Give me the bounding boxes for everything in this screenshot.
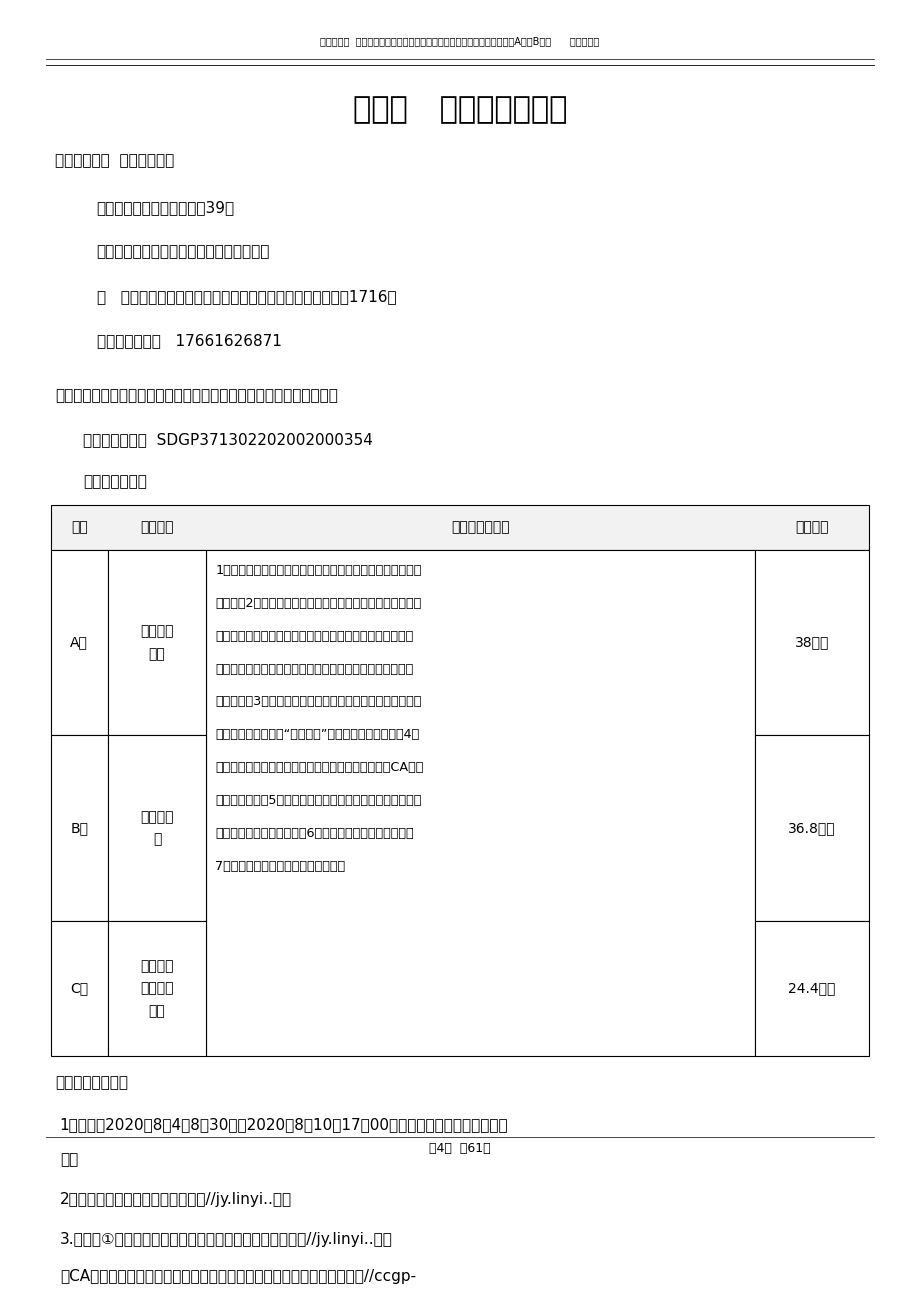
Text: B包: B包 bbox=[70, 821, 88, 835]
Text: 包号: 包号 bbox=[71, 520, 87, 535]
Text: 有依法缴纳税收和社会保障资金的良好记录，需具有有效的: 有依法缴纳税收和社会保障资金的良好记录，需具有有效的 bbox=[215, 662, 414, 675]
Text: 1、时间：2020年8月4日8时30分至2020年8月10日17时00分（北京时间，法定节假日除: 1、时间：2020年8月4日8时30分至2020年8月10日17时00分（北京时… bbox=[60, 1118, 508, 1132]
Text: A包: A包 bbox=[70, 636, 88, 649]
Text: 3.方式：①在规定时间内通过到临沂市公共资源交易中心（//jy.linyi..）办: 3.方式：①在规定时间内通过到临沂市公共资源交易中心（//jy.linyi..）… bbox=[60, 1232, 392, 1248]
Bar bbox=[51, 505, 868, 550]
Text: 采购项目编号：  SDGP371302202002000354: 采购项目编号： SDGP371302202002000354 bbox=[83, 432, 372, 448]
Bar bbox=[108, 735, 206, 921]
Text: 2、地点：临沂市公共资源交易网（//jy.linyi..）；: 2、地点：临沂市公共资源交易网（//jy.linyi..）； bbox=[60, 1193, 291, 1207]
Text: 地   址：临沂市北城新区沂蒙路与上海路交汇处瑞腾紫晶大厨1716室: 地 址：临沂市北城新区沂蒙路与上海路交汇处瑞腾紫晶大厨1716室 bbox=[96, 289, 396, 304]
Text: 营业执照；3、参加政府采购活动前三年内，在经营活动中没: 营业执照；3、参加政府采购活动前三年内，在经营活动中没 bbox=[215, 696, 421, 709]
Text: 采购项目情况：: 采购项目情况： bbox=[83, 475, 146, 489]
Text: 陆后针对本项目投标备案；6、本项目不接受联合体投标；: 陆后针对本项目投标备案；6、本项目不接受联合体投标； bbox=[215, 827, 414, 840]
Text: 投标人須在临沂市公共资源交易中心办理诚信入库及CA锁并: 投标人須在临沂市公共资源交易中心办理诚信入库及CA锁并 bbox=[215, 761, 424, 774]
Bar bbox=[51, 550, 108, 735]
Text: 担民事责任，具有良好的商业信誉和健全的财务会计制度及: 担民事责任，具有良好的商业信誉和健全的财务会计制度及 bbox=[215, 630, 414, 643]
Text: 38万元: 38万元 bbox=[794, 636, 828, 649]
Text: 三、获取磋商文件: 三、获取磋商文件 bbox=[55, 1075, 128, 1090]
Bar bbox=[108, 921, 206, 1056]
Text: 联系方式：高工   17661626871: 联系方式：高工 17661626871 bbox=[96, 333, 281, 349]
Bar bbox=[51, 735, 108, 921]
Text: 下载招标文件；5、投标人須在中国山东政府采购网注册并登: 下载招标文件；5、投标人須在中国山东政府采购网注册并登 bbox=[215, 794, 421, 807]
Text: 1、符合《中华人民共全国政府采购法》第二十二条规定的资: 1、符合《中华人民共全国政府采购法》第二十二条规定的资 bbox=[215, 563, 421, 576]
Bar bbox=[206, 550, 754, 1056]
Text: 7、法律、行政法规规定的其他条件。: 7、法律、行政法规规定的其他条件。 bbox=[215, 860, 346, 873]
Text: 第一章   竞争性磋商公告: 第一章 竞争性磋商公告 bbox=[352, 95, 567, 124]
Text: 第4页  兦61页: 第4页 兦61页 bbox=[429, 1142, 490, 1155]
Text: 二、采购项目名称：临沂第九中学教室多媒体及室外体育器械场地工程: 二、采购项目名称：临沂第九中学教室多媒体及室外体育器械场地工程 bbox=[55, 388, 337, 403]
Text: 教室多媒
体: 教室多媒 体 bbox=[140, 809, 174, 847]
Bar bbox=[108, 550, 206, 735]
Text: 地址：临沂市兰山区金坡路39号: 地址：临沂市兰山区金坡路39号 bbox=[96, 200, 234, 215]
Text: 24.4万元: 24.4万元 bbox=[788, 981, 834, 995]
Text: 供应商资格要求: 供应商资格要求 bbox=[450, 520, 509, 535]
Text: 格要求；2、在中国境内注册，具有独立法人资格，能独立承: 格要求；2、在中国境内注册，具有独立法人资格，能独立承 bbox=[215, 597, 421, 610]
Bar bbox=[51, 921, 108, 1056]
Text: 理CA认证、诚信入库并下载招标文件，必须同时在中国山东政府采购网（//ccgp-: 理CA认证、诚信入库并下载招标文件，必须同时在中国山东政府采购网（//ccgp- bbox=[60, 1268, 415, 1284]
Text: C包: C包 bbox=[70, 981, 88, 995]
Text: 项目名称：  临沂第九中学教室多媒体及室外体育器械场地工程采购项目（A包、B包）      项目编号：: 项目名称： 临沂第九中学教室多媒体及室外体育器械场地工程采购项目（A包、B包） … bbox=[320, 36, 599, 46]
Text: 一、采购人：  临沂第九中学: 一、采购人： 临沂第九中学 bbox=[55, 152, 175, 168]
Text: 外）: 外） bbox=[60, 1153, 78, 1167]
Text: 采购代理机构：山东正舜项目管理有限公司: 采购代理机构：山东正舜项目管理有限公司 bbox=[96, 245, 269, 259]
Text: 室外体育
器械场地
工程: 室外体育 器械场地 工程 bbox=[140, 959, 174, 1019]
Bar bbox=[754, 735, 868, 921]
Text: 采购内容: 采购内容 bbox=[140, 520, 174, 535]
Text: 预算金额: 预算金额 bbox=[794, 520, 828, 535]
Text: 36.8万元: 36.8万元 bbox=[788, 821, 835, 835]
Bar bbox=[754, 921, 868, 1056]
Text: 多媒体一
体机: 多媒体一 体机 bbox=[140, 624, 174, 661]
Text: 有重大违法记录且在“信用中国”网站无不良信用记录；4、: 有重大违法记录且在“信用中国”网站无不良信用记录；4、 bbox=[215, 729, 419, 742]
Bar bbox=[754, 550, 868, 735]
